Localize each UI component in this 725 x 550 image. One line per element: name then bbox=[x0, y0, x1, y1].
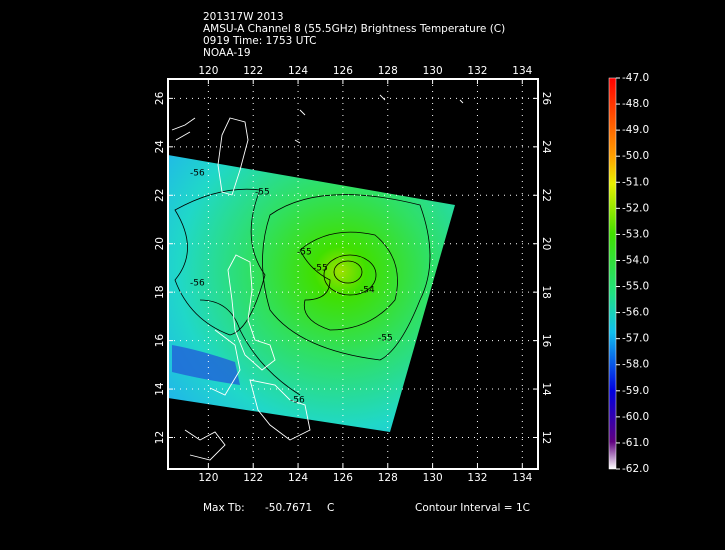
colorbar-ticks: -47.0 -48.0 -49.0 -50.0 -51.0 -52.0 -53.0 -54.0… bbox=[616, 72, 649, 475]
lon-tick-label: 122 bbox=[243, 65, 263, 77]
contour-label: -55 bbox=[313, 264, 328, 274]
header: 201317W 2013 AMSU-A Channel 8 (55.5GHz) … bbox=[203, 11, 505, 59]
lon-tick-label: 124 bbox=[288, 472, 308, 484]
lat-tick-label: 18 bbox=[154, 285, 166, 298]
lon-tick-label: 134 bbox=[512, 65, 532, 77]
colorbar-label: -55.0 bbox=[622, 281, 649, 293]
coastlines bbox=[171, 94, 464, 461]
header-line: NOAA-19 bbox=[203, 47, 251, 59]
contour-label: -56 bbox=[190, 169, 205, 179]
map-area bbox=[168, 94, 464, 461]
header-line: AMSU-A Channel 8 (55.5GHz) Brightness Te… bbox=[203, 23, 505, 35]
max-tb-label: Max Tb: bbox=[203, 502, 245, 514]
lon-tick-label: 120 bbox=[198, 472, 218, 484]
cold-area bbox=[172, 345, 240, 385]
lat-tick-label: 24 bbox=[540, 140, 552, 154]
colorbar-label: -52.0 bbox=[622, 202, 649, 214]
colorbar-label: -60.0 bbox=[622, 411, 649, 423]
max-tb-unit: C bbox=[327, 502, 334, 514]
lon-tick-label: 124 bbox=[288, 65, 308, 77]
lat-tick-label: 20 bbox=[540, 237, 552, 250]
colorbar-label: -47.0 bbox=[622, 72, 649, 84]
lat-tick-label: 20 bbox=[154, 237, 166, 250]
colorbar-label: -57.0 bbox=[622, 333, 649, 345]
header-line: 0919 Time: 1753 UTC bbox=[203, 35, 317, 47]
contour-label: -56 bbox=[190, 279, 205, 289]
lat-tick-label: 16 bbox=[154, 334, 166, 348]
contour-label: -55 bbox=[378, 334, 393, 344]
lon-tick-label: 130 bbox=[423, 65, 443, 77]
contours bbox=[174, 188, 431, 396]
colorbar-label: -51.0 bbox=[622, 176, 649, 188]
colorbar-label: -50.0 bbox=[622, 150, 649, 162]
lat-tick-label: 26 bbox=[540, 92, 552, 106]
colorbar bbox=[608, 77, 617, 470]
contour-label: -55 bbox=[297, 248, 312, 258]
map-frame bbox=[167, 78, 539, 470]
lon-tick-label: 132 bbox=[467, 65, 487, 77]
lon-tick-label: 128 bbox=[378, 472, 398, 484]
lon-tick-label: 130 bbox=[423, 472, 443, 484]
contour-label: -56 bbox=[290, 396, 305, 406]
colorbar-label: -53.0 bbox=[622, 228, 649, 240]
lon-tick-label: 132 bbox=[467, 472, 487, 484]
lon-tick-label: 126 bbox=[333, 65, 353, 77]
colorbar-label: -48.0 bbox=[622, 98, 649, 110]
contour-label: -54 bbox=[360, 286, 375, 296]
lat-tick-label: 16 bbox=[540, 334, 552, 348]
lon-tick-label: 128 bbox=[378, 65, 398, 77]
lat-tick-label: 22 bbox=[154, 189, 166, 202]
lon-tick-label: 126 bbox=[333, 472, 353, 484]
lon-tick-label: 134 bbox=[512, 472, 532, 484]
contour-labels: -56 -55 -55 -55 -54 -56 -56 -55 bbox=[190, 169, 393, 406]
colorbar-label: -61.0 bbox=[622, 437, 649, 449]
colorbar-label: -58.0 bbox=[622, 359, 649, 371]
contour-label: -55 bbox=[255, 188, 270, 198]
lat-tick-label: 14 bbox=[540, 382, 552, 396]
lat-tick-label: 12 bbox=[540, 431, 552, 444]
colorbar-label: -59.0 bbox=[622, 385, 649, 397]
lat-tick-label: 12 bbox=[154, 431, 166, 444]
lat-tick-label: 26 bbox=[154, 91, 166, 105]
colorbar-label: -54.0 bbox=[622, 254, 649, 266]
swath bbox=[168, 155, 455, 432]
contour-interval: Contour Interval = 1C bbox=[415, 502, 530, 514]
max-tb-value: -50.7671 bbox=[265, 502, 312, 514]
grid: 120 120 122 122 124 124 126 126 128 128 130 130 132 1… bbox=[154, 65, 552, 484]
lat-tick-label: 18 bbox=[540, 285, 552, 298]
header-line: 201317W 2013 bbox=[203, 11, 284, 23]
lon-tick-label: 122 bbox=[243, 472, 263, 484]
lat-tick-label: 24 bbox=[154, 140, 166, 154]
lat-tick-label: 14 bbox=[154, 382, 166, 396]
lon-tick-label: 120 bbox=[198, 65, 218, 77]
colorbar-label: -49.0 bbox=[622, 124, 649, 136]
footer: Max Tb: -50.7671 C Contour Interval = 1C bbox=[203, 502, 530, 514]
colorbar-label: -56.0 bbox=[622, 307, 649, 319]
colorbar-label: -62.0 bbox=[622, 463, 649, 475]
lat-tick-label: 22 bbox=[540, 189, 552, 202]
